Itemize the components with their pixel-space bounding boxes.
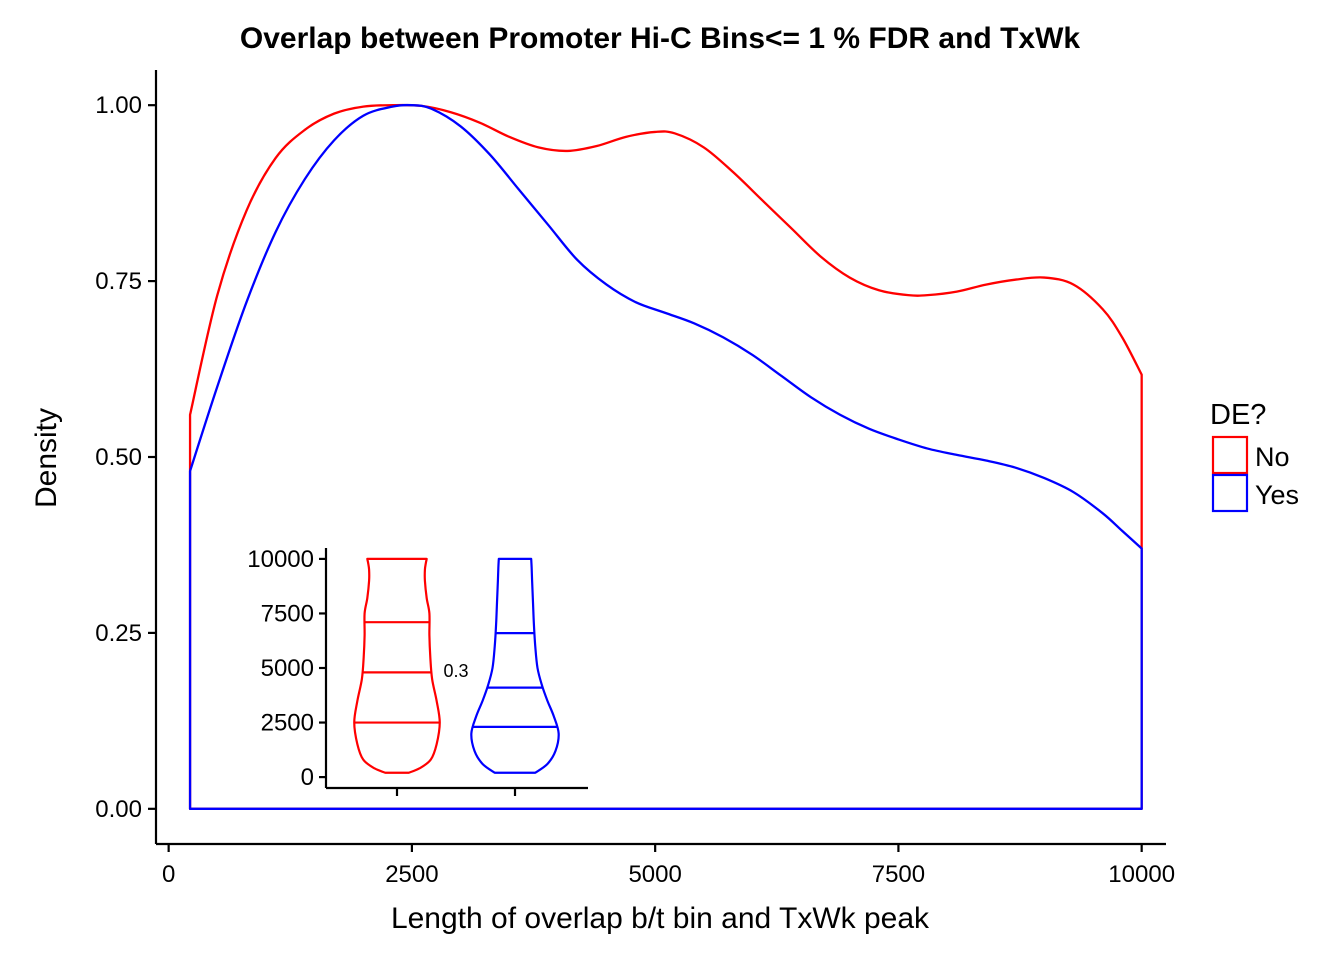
x-tick-label: 10000: [1108, 861, 1175, 888]
x-tick-label: 2500: [385, 861, 438, 888]
y-tick-label: 0.75: [95, 268, 142, 295]
y-tick-label: 1.00: [95, 92, 142, 119]
legend-key-yes: [1211, 473, 1249, 513]
y-axis-title: Density: [30, 408, 63, 508]
y-tick-label: 0.50: [95, 444, 142, 471]
legend: DE? No Yes: [1210, 399, 1299, 513]
y-tick-label: 0.25: [95, 620, 142, 647]
main-axes: 0 2500 5000 7500 10000 0.00 0.25 0.50 0.75 1.00: [95, 70, 1175, 888]
x-tick-label: 7500: [872, 861, 925, 888]
density-line-yes: [188, 103, 1143, 810]
inset-y-tick-label: 0: [301, 764, 314, 791]
x-axis-title: Length of overlap b/t bin and TxWk peak: [391, 902, 930, 935]
legend-label-no: No: [1255, 442, 1290, 472]
violin-yes: [470, 557, 560, 774]
legend-key-no: [1211, 435, 1249, 475]
inset-violin-plot: 0 2500 5000 7500 10000 0.3: [247, 546, 588, 796]
chart-title: Overlap between Promoter Hi-C Bins<= 1 %…: [240, 22, 1081, 55]
inset-y-tick-label: 2500: [261, 710, 314, 737]
legend-label-yes: Yes: [1255, 480, 1299, 510]
inset-annotation: 0.3: [443, 661, 468, 681]
x-tick-label: 5000: [628, 861, 681, 888]
legend-title: DE?: [1210, 399, 1266, 431]
inset-y-tick-label: 5000: [261, 655, 314, 682]
density-line-no: [188, 103, 1143, 810]
density-series: [188, 103, 1143, 810]
y-tick-label: 0.00: [95, 796, 142, 823]
inset-y-tick-label: 7500: [261, 600, 314, 627]
x-tick-label: 0: [162, 861, 175, 888]
violin-no: [353, 557, 441, 774]
inset-y-tick-label: 10000: [247, 546, 314, 573]
